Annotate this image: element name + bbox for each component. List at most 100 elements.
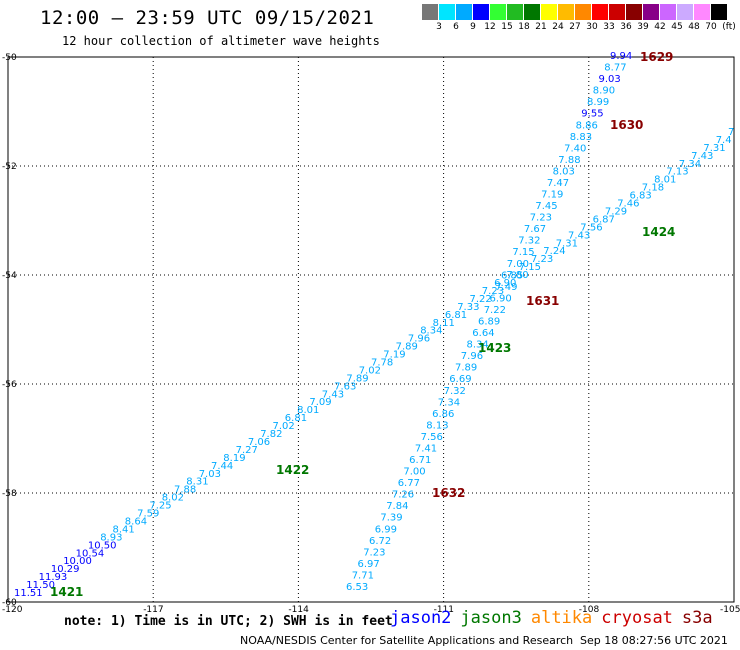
wave-height-label: 8.93 (100, 532, 122, 543)
lon-tick-label: -120 (2, 605, 23, 615)
legend-label: 30 (586, 22, 598, 32)
wave-height-label: 8.90 (593, 86, 615, 97)
wave-height-label: 8.99 (587, 97, 609, 108)
wave-height-label: 6.85 (501, 270, 523, 281)
legend-label: 18 (518, 22, 530, 32)
wave-height-label: 6.77 (398, 478, 420, 489)
wave-height-label: 8.02 (162, 493, 184, 504)
wave-height-label: 7.19 (383, 350, 405, 361)
wave-height-label: 7.06 (248, 437, 270, 448)
wave-height-label: 7.4 (716, 135, 732, 146)
wave-height-label: 8.64 (125, 517, 147, 528)
page-title: 12:00 – 23:59 UTC 09/15/2021 (40, 7, 375, 29)
wave-height-label: 7.15 (519, 262, 541, 273)
wave-height-label: 7.89 (455, 363, 477, 374)
wave-height-label: 7.89 (346, 373, 368, 384)
wave-height-label: 7.34 (679, 159, 701, 170)
lon-tick-label: -108 (579, 605, 600, 615)
wave-height-label: 7.31 (703, 143, 725, 154)
wave-height-label: 11.51 (14, 588, 43, 599)
wave-height-label: 8.77 (604, 63, 626, 74)
wave-height-label: 6.83 (630, 191, 652, 202)
wave-height-label: 7.34 (438, 397, 460, 408)
wave-height-label: 7.18 (642, 183, 664, 194)
track-cryosat-pass-b: 6.537.716.977.236.726.997.397.847.266.77… (346, 51, 632, 593)
satellite-altika: altika (530, 608, 593, 628)
legend-swatch (677, 4, 694, 20)
legend-label: 70 (705, 22, 717, 32)
legend-swatch (575, 4, 592, 20)
wave-height-label: 7.43 (568, 230, 590, 241)
wave-height-label: 10.50 (88, 540, 117, 551)
wave-height-label: 8.03 (553, 166, 575, 177)
pass-time-label: 1629 (640, 50, 673, 64)
credit-line: NOAA/NESDIS Center for Satellite Applica… (240, 634, 574, 647)
wave-height-label: 7.82 (260, 429, 282, 440)
legend-label: 3 (436, 22, 442, 32)
legend-label: 36 (620, 22, 632, 32)
legend-label: 6 (453, 22, 459, 32)
satellite-cryosat: cryosat (601, 608, 673, 628)
lon-tick-label: -114 (288, 605, 309, 615)
wave-height-label: 6.69 (449, 374, 471, 385)
wave-height-label: 8.31 (186, 477, 208, 488)
wave-height-label: 7.00 (507, 259, 529, 270)
wave-height-label: 7.84 (386, 501, 408, 512)
lat-tick-label: -52 (2, 162, 17, 172)
legend-swatch (694, 4, 711, 20)
wave-height-label: 8.41 (113, 524, 135, 535)
wave-height-label: 7.23 (530, 213, 552, 224)
pass-time-label: 1631 (526, 294, 559, 308)
wave-height-label: 7.56 (580, 222, 602, 233)
wave-height-label: 7.32 (518, 236, 540, 247)
wave-height-label: 7.89 (396, 342, 418, 353)
wave-height-label: 7.49 (495, 282, 517, 293)
legend-swatch (660, 4, 677, 20)
legend-swatch (422, 4, 439, 20)
legend-label: 21 (535, 22, 547, 32)
legend-swatch (711, 4, 728, 20)
wave-height-label: 6.72 (369, 536, 391, 547)
legend-swatch (507, 4, 524, 20)
map-frame (7, 56, 735, 603)
legend-swatch (592, 4, 609, 20)
wave-height-label: 7.15 (512, 247, 534, 258)
wave-height-label: 6.89 (478, 317, 500, 328)
altimeter-tracks: 11.5111.5011.9310.2910.0010.5410.508.938… (14, 51, 734, 599)
wave-height-label: 7.96 (408, 334, 430, 345)
legend-swatch (626, 4, 643, 20)
wave-height-label: 7.63 (334, 381, 356, 392)
legend-swatch (643, 4, 660, 20)
wave-height-label: 7.25 (149, 501, 171, 512)
wave-height-label: 7.32 (444, 386, 466, 397)
lat-tick-label: -54 (2, 271, 17, 281)
wave-height-label: 7.26 (392, 490, 414, 501)
legend-swatch (609, 4, 626, 20)
legend-label: 39 (637, 22, 649, 32)
pass-time-label: 1423 (478, 341, 511, 355)
legend-swatch (541, 4, 558, 20)
pass-time-label: 1632 (432, 486, 465, 500)
legend-swatch (456, 4, 473, 20)
wave-height-label: 10.29 (51, 564, 80, 575)
wave-height-label: 8.01 (297, 405, 319, 416)
wave-height-label: 7.45 (535, 201, 557, 212)
wave-height-label: 9.03 (599, 74, 621, 85)
legend-unit: (ft) (722, 22, 736, 32)
wave-height-label: 6.99 (375, 524, 397, 535)
wave-height-label: 7.02 (273, 421, 295, 432)
wave-height-label: 7.00 (403, 467, 425, 478)
wave-height-label: 7.41 (415, 444, 437, 455)
wave-height-label: 7.19 (541, 190, 563, 201)
wave-height-label: 6.97 (358, 559, 380, 570)
satellite-jason3: jason3 (460, 608, 522, 628)
lat-tick-label: -60 (2, 598, 17, 608)
wave-height-label: 7.39 (380, 513, 402, 524)
wave-height-label: 8.13 (426, 420, 448, 431)
wave-height-label: 7.43 (691, 151, 713, 162)
wave-height-label: 6.71 (409, 455, 431, 466)
lat-tick-label: -50 (2, 53, 17, 63)
lon-tick-label: -105 (720, 605, 740, 615)
footer-note: note: 1) Time is in UTC; 2) SWH is in fe… (64, 614, 393, 629)
